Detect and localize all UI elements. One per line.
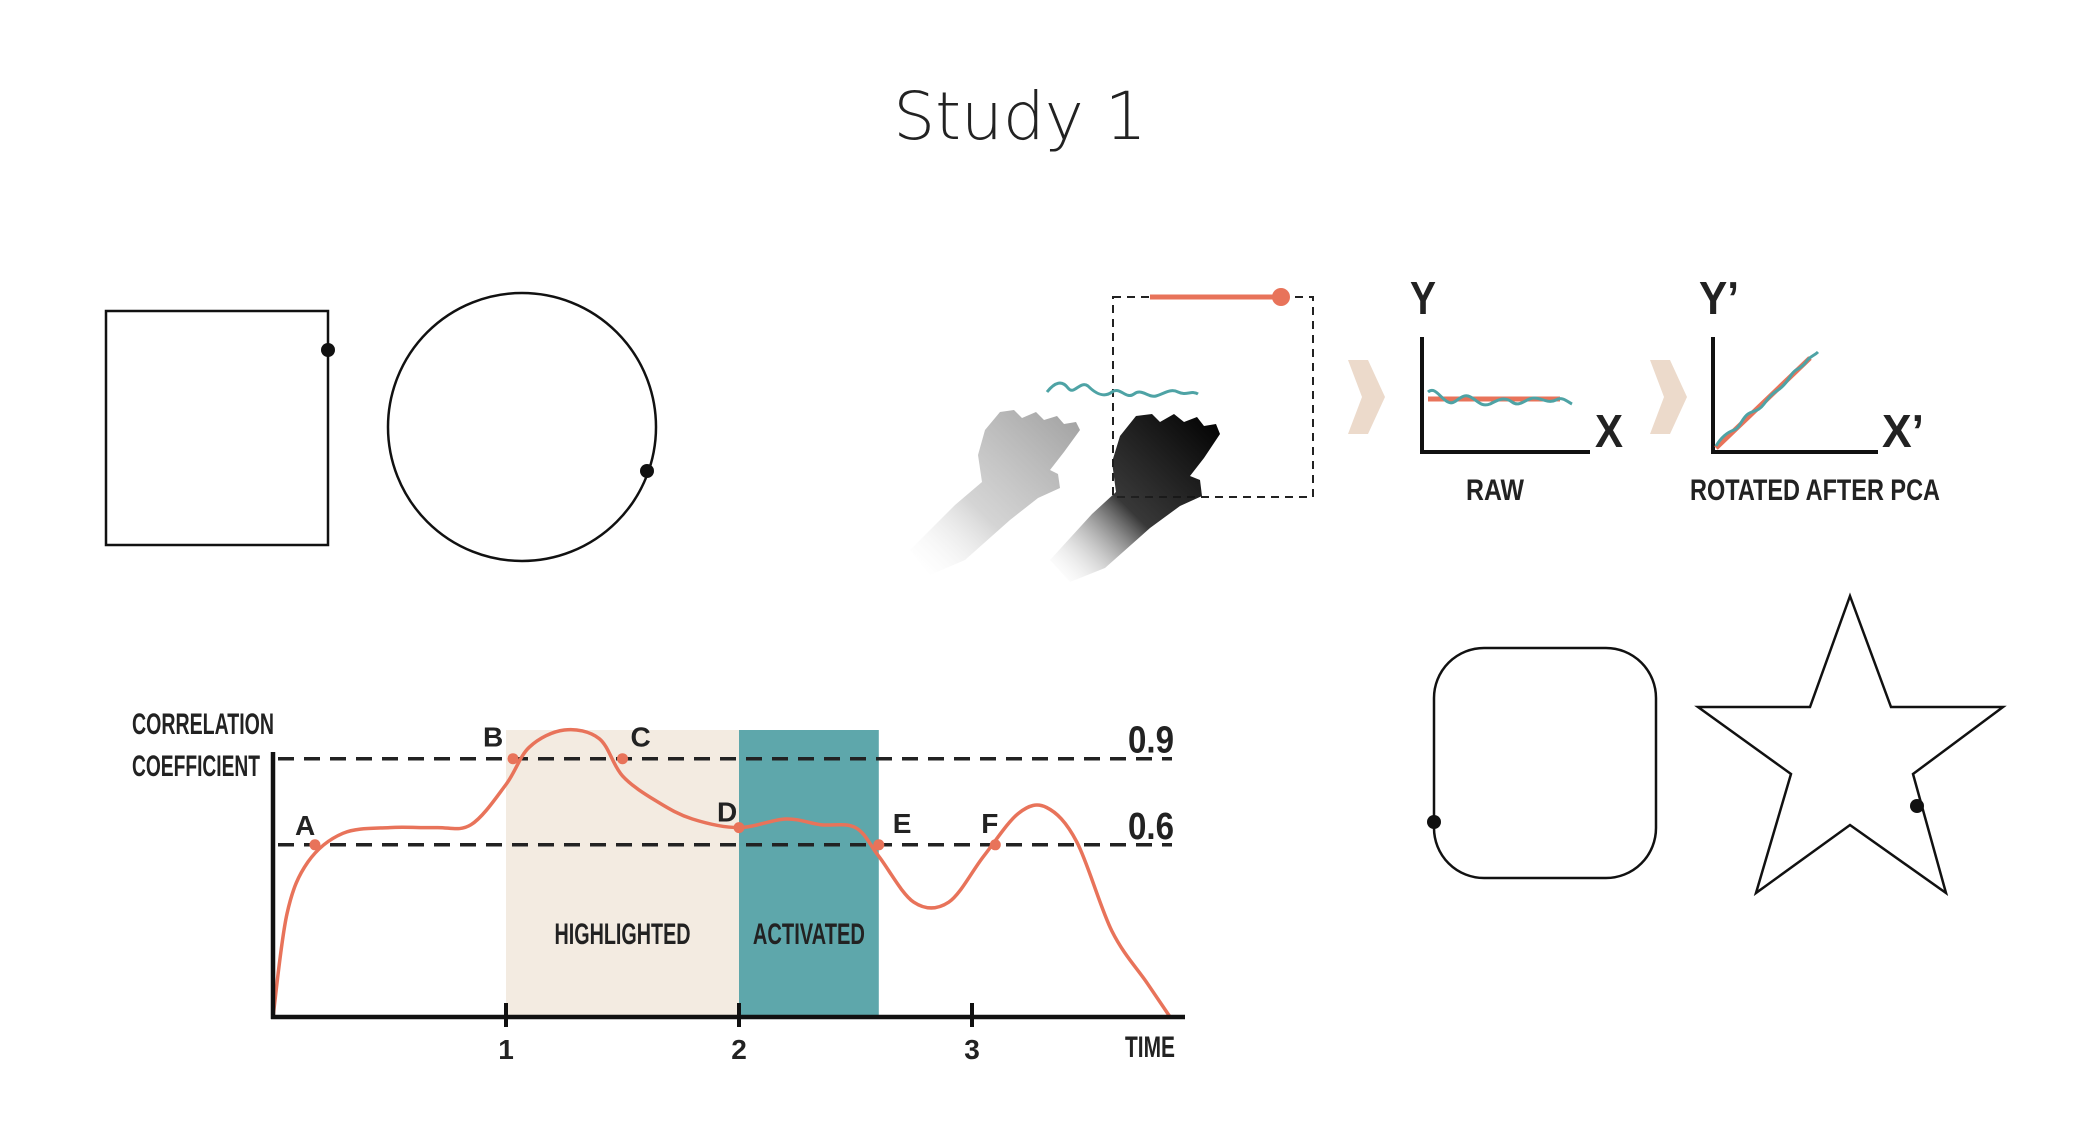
point-e [873, 839, 885, 851]
y-axis-label-line-2: COEFFICIENT [132, 750, 260, 783]
black-hand-icon [1050, 414, 1220, 582]
grey-hand-icon [910, 410, 1080, 575]
arrow-1-icon [1348, 360, 1385, 434]
rounded-square-target-dot [1427, 815, 1441, 829]
point-c [617, 753, 628, 765]
rotated-plot: Y’ X’ ROTATED AFTER PCA [1690, 272, 1940, 507]
activated-band [739, 730, 879, 1017]
slide-title: Study 1 [893, 78, 1147, 155]
star-shape [1694, 592, 2007, 897]
x-tick-label-2: 2 [731, 1034, 747, 1065]
point-b [507, 753, 519, 765]
highlighted-band-label: HIGHLIGHTED [555, 918, 691, 951]
point-d [733, 822, 745, 834]
rotated-y-label: Y’ [1699, 272, 1739, 324]
correlation-chart: HIGHLIGHTED ACTIVATED 0.9 0.6 1 2 3 TIME… [132, 708, 1185, 1065]
point-label-a: A [295, 810, 315, 841]
point-a [309, 839, 321, 851]
highlighted-band [506, 730, 739, 1017]
square-target-dot [321, 343, 335, 357]
rotated-trace [1714, 350, 1820, 447]
point-label-f: F [981, 808, 998, 839]
raw-caption: RAW [1466, 474, 1525, 507]
point-label-e: E [893, 808, 912, 839]
rotated-x-label: X’ [1882, 405, 1924, 457]
y-axis-label-line-1: CORRELATION [132, 708, 274, 741]
activated-band-label: ACTIVATED [753, 918, 865, 951]
point-f [989, 839, 1001, 851]
point-label-b: B [483, 722, 503, 753]
arrow-2-icon [1650, 360, 1687, 434]
point-label-d: D [717, 797, 737, 828]
x-tick-label-3: 3 [964, 1034, 980, 1065]
threshold-label-0-6: 0.6 [1128, 806, 1174, 848]
circle-shape [386, 291, 658, 563]
x-tick-label-1: 1 [498, 1034, 514, 1065]
rotated-caption: ROTATED AFTER PCA [1690, 474, 1940, 507]
rounded-square-shape [1427, 646, 1658, 880]
point-label-c: C [631, 722, 651, 753]
circle-target-dot [640, 464, 654, 478]
hand-gesture-illustration [910, 288, 1314, 582]
raw-trace [1427, 388, 1573, 407]
hand-motion-trace [1045, 381, 1199, 398]
threshold-label-0-9: 0.9 [1128, 720, 1174, 762]
raw-y-label: Y [1410, 272, 1436, 324]
correlation-series-line [271, 727, 1172, 1018]
square-shape [104, 309, 335, 547]
raw-x-label: X [1595, 405, 1623, 457]
star-target-dot [1910, 799, 1924, 813]
target-dot [1272, 288, 1290, 306]
x-axis-label: TIME [1125, 1031, 1175, 1064]
raw-plot: Y X RAW [1410, 272, 1623, 507]
